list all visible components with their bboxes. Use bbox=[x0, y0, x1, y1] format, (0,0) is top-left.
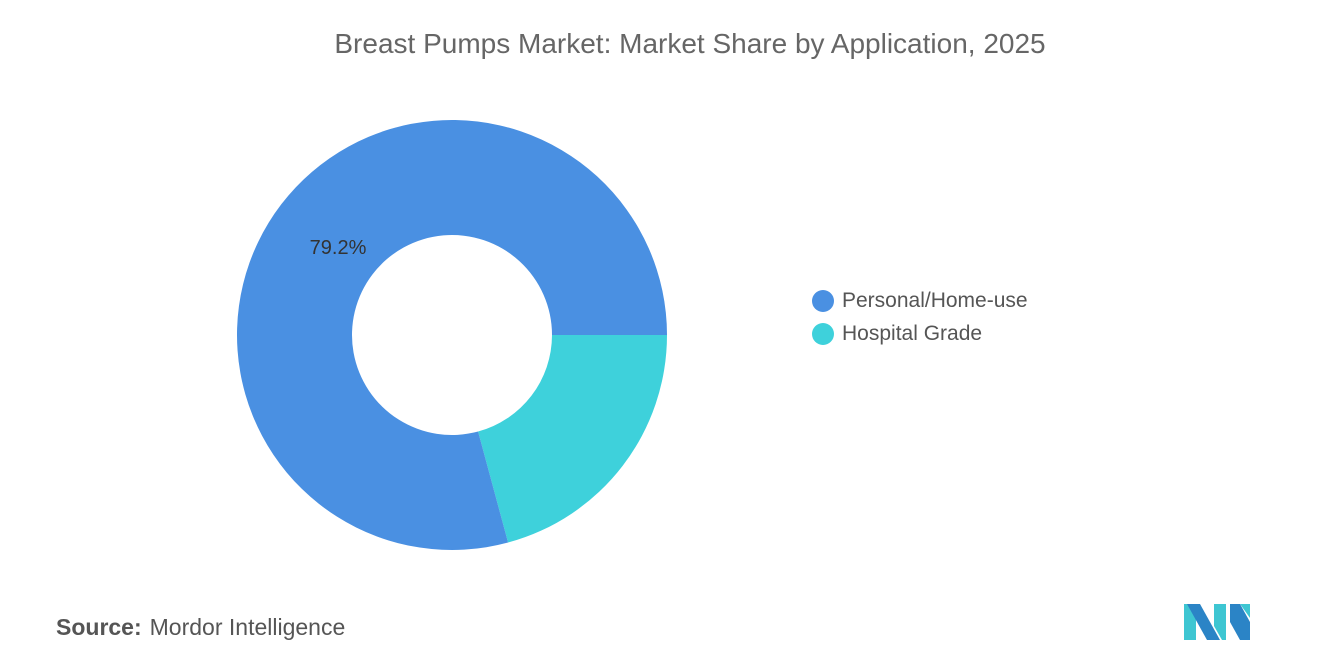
legend-label: Personal/Home-use bbox=[842, 288, 1028, 312]
chart-title: Breast Pumps Market: Market Share by App… bbox=[334, 28, 1046, 59]
legend: Personal/Home-use Hospital Grade bbox=[812, 284, 1028, 350]
mordor-intelligence-logo bbox=[1184, 604, 1250, 640]
source-note: Source: Mordor Intelligence bbox=[56, 614, 345, 641]
legend-swatch bbox=[812, 322, 834, 345]
legend-item-personal[interactable]: Personal/Home-use bbox=[812, 284, 1028, 317]
source-label: Source: bbox=[56, 614, 142, 640]
legend-swatch bbox=[812, 289, 834, 312]
legend-item-hospital[interactable]: Hospital Grade bbox=[812, 317, 1028, 350]
source-value: Mordor Intelligence bbox=[149, 614, 346, 640]
donut-slice-personal-home-use[interactable] bbox=[237, 119, 667, 550]
legend-label: Hospital Grade bbox=[842, 321, 983, 345]
data-label-personal: 79.2% bbox=[310, 237, 367, 259]
donut-slice-hospital-grade[interactable] bbox=[478, 335, 667, 543]
